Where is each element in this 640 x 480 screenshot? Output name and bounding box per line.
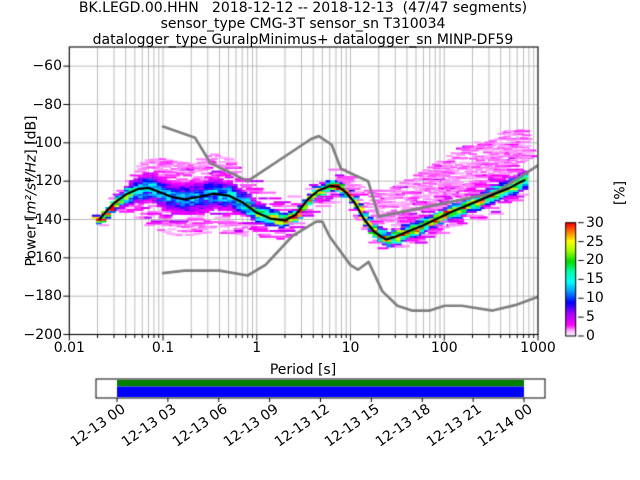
x-axis-label: Period [s] [269, 362, 337, 378]
x-tick-label: 100 [430, 340, 458, 356]
figure-subtitle-datalogger: datalogger_type GuralpMinimus+ datalogge… [92, 32, 514, 48]
colorbar-tick-label: 15 [586, 271, 604, 288]
y-tick-label: −80 [32, 96, 62, 113]
x-tick-label: 0.01 [53, 340, 85, 356]
x-tick-label: 0.1 [151, 340, 175, 356]
x-tick-label: 1000 [520, 340, 556, 356]
colorbar-tick-label: 10 [586, 290, 604, 307]
colorbar-tick-label: 5 [586, 309, 595, 326]
figure-subtitle-sensor: sensor_type CMG-3T sensor_sn T310034 [160, 16, 446, 32]
y-tick-label: −100 [23, 134, 62, 151]
colorbar-label: [%] [612, 180, 629, 206]
y-tick-label: −60 [32, 58, 62, 75]
y-tick-label: −140 [23, 211, 62, 228]
colorbar-tick-label: 30 [586, 214, 604, 231]
colorbar-tick-label: 0 [586, 328, 595, 344]
colorbar-tick-label: 20 [586, 252, 604, 269]
x-tick-label: 1 [252, 340, 262, 356]
y-tick-label: −180 [23, 288, 62, 305]
figure-title: BK.LEGD.00.HHN 2018-12-12 -- 2018-12-13 … [78, 0, 528, 16]
y-tick-label: −160 [23, 249, 62, 266]
colorbar-tick-label: 25 [586, 233, 604, 250]
x-tick-label: 10 [341, 340, 360, 356]
y-tick-label: −120 [23, 173, 62, 190]
y-tick-label: −200 [23, 326, 62, 343]
